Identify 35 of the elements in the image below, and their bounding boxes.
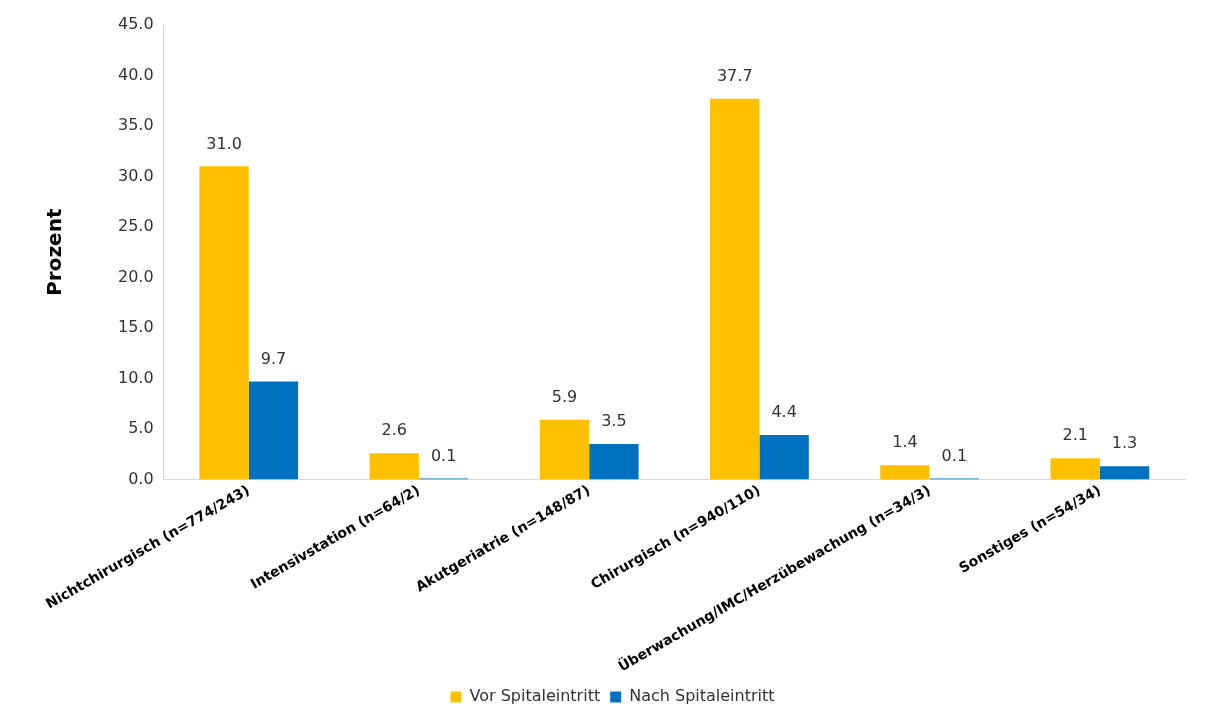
data-label: 1.3	[1111, 433, 1138, 453]
y-tick-label: 30.0	[118, 165, 154, 185]
legend-label: Vor Spitaleintritt	[469, 686, 601, 706]
y-tick-label: 20.0	[118, 266, 154, 286]
bar	[880, 465, 930, 480]
bar	[710, 98, 760, 480]
bar	[1050, 458, 1100, 480]
bar	[369, 453, 419, 480]
y-axis-title: Prozent	[42, 208, 67, 296]
bar	[1099, 466, 1150, 480]
y-tick-label: 35.0	[118, 115, 154, 135]
y-tick-label: 45.0	[118, 14, 154, 34]
bar	[539, 419, 590, 480]
bar	[759, 434, 809, 480]
data-label: 1.4	[892, 432, 918, 452]
bar	[589, 444, 639, 480]
y-tick-label: 10.0	[118, 367, 154, 387]
data-label: 3.5	[601, 411, 627, 431]
bar	[199, 166, 249, 480]
y-tick-label: 25.0	[118, 216, 154, 236]
legend-label: Nach Spitaleintritt	[629, 686, 775, 706]
y-tick-label: 15.0	[118, 317, 154, 337]
data-label: 4.4	[771, 402, 797, 422]
data-label: 9.7	[260, 348, 287, 368]
bar	[248, 381, 299, 480]
data-label: 31.0	[206, 133, 242, 153]
y-tick-label: 5.0	[128, 418, 154, 438]
data-label: 5.9	[551, 386, 578, 406]
data-label: 2.1	[1062, 425, 1088, 445]
data-label: 0.1	[941, 445, 968, 465]
y-tick-label: 0.0	[128, 468, 154, 488]
data-label: 0.1	[430, 445, 457, 465]
data-label: 2.6	[381, 420, 408, 440]
data-label: 37.7	[716, 65, 753, 85]
y-tick-label: 40.0	[118, 64, 154, 84]
